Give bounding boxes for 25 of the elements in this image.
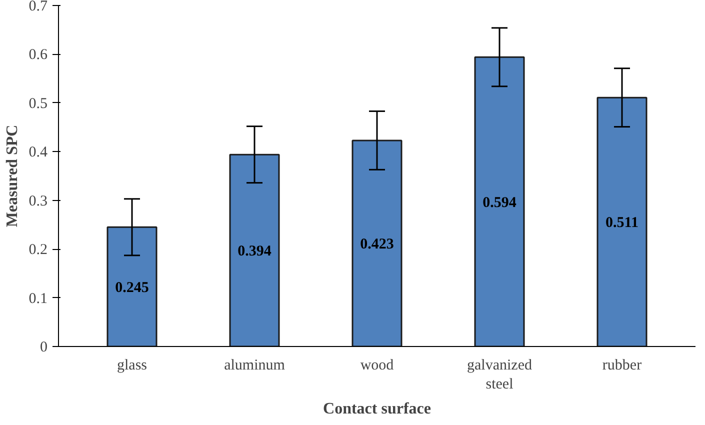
y-axis-title: Measured SPC — [4, 124, 21, 228]
y-tick-label: 0.6 — [28, 47, 48, 64]
x-tick-label: rubber — [602, 358, 642, 374]
bar — [596, 96, 648, 346]
x-tick-label: glass — [117, 358, 148, 374]
x-tick-label: wood — [360, 358, 394, 374]
bar — [352, 140, 402, 346]
bar — [106, 226, 158, 346]
x-axis-title: Contact surface — [323, 400, 431, 418]
y-tick-label: 0 — [40, 340, 48, 356]
y-tick-label: 0.1 — [28, 290, 48, 307]
y-tick-label: 0.7 — [28, 0, 48, 14]
data-label: 0.423 — [360, 236, 394, 252]
bar — [229, 154, 280, 346]
data-label: 0.511 — [606, 215, 638, 232]
y-tick-label: 0.2 — [28, 242, 48, 258]
data-label: 0.394 — [238, 244, 272, 260]
y-tick-label: 0.5 — [28, 96, 48, 112]
y-tick-label: 0.3 — [28, 193, 48, 210]
x-tick-label: aluminum — [224, 358, 286, 374]
x-tick-label: galvanized steel — [467, 358, 532, 393]
bar — [474, 56, 525, 346]
y-tick-label: 0.4 — [28, 144, 48, 161]
data-label: 0.245 — [115, 280, 149, 296]
data-label: 0.594 — [482, 194, 517, 211]
